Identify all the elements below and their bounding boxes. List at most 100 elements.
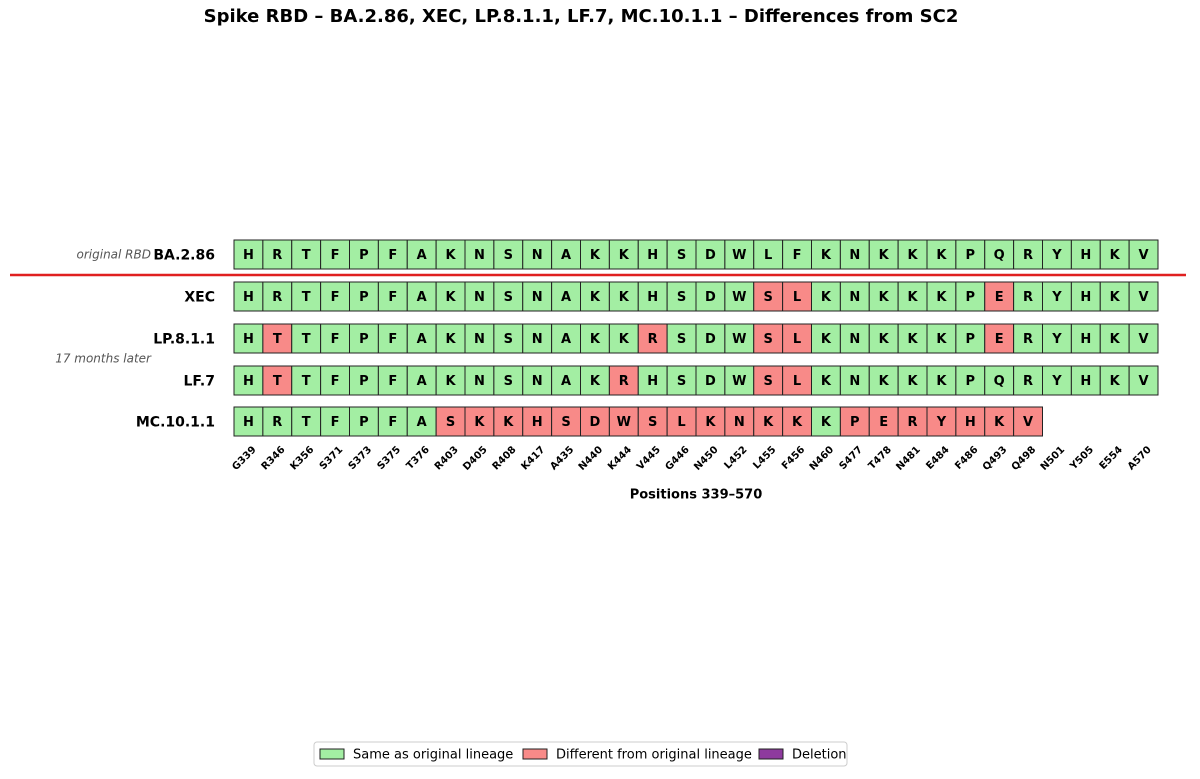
cell [753,365,784,396]
residue: R [1023,374,1033,389]
residue: K [821,290,832,305]
position-label: A435 [548,444,576,472]
position-label: L455 [751,444,778,471]
cell [1128,239,1159,270]
position-label: N501 [1039,444,1067,472]
residue: P [966,290,976,305]
cell [724,365,755,396]
legend-box [313,741,848,767]
cell [984,365,1015,396]
residue: A [561,374,571,389]
residue: W [617,415,631,430]
residue: S [677,332,686,347]
position-label: G339 [230,444,258,472]
residue: K [446,290,457,305]
residue: F [331,374,340,389]
position-label: A570 [1126,444,1154,472]
legend-label: Different from original lineage [556,748,752,763]
cell [753,239,784,270]
residue: Y [1051,248,1062,263]
residue: R [1023,332,1033,347]
residue: S [504,290,513,305]
residue: N [532,248,543,263]
residue: K [908,374,919,389]
position-label: R403 [433,444,461,472]
cell [1128,323,1159,354]
residue: H [1080,248,1091,263]
cell [695,365,726,396]
position-label: K417 [519,444,547,472]
cell [320,281,350,312]
residue: K [936,290,947,305]
residue: K [879,248,890,263]
cell [320,239,350,270]
position-label: Q493 [981,444,1010,473]
row-label: MC.10.1.1 [136,415,215,431]
cell [291,323,322,354]
residue: E [995,290,1004,305]
residue: N [532,374,543,389]
cell [377,239,408,270]
cell [233,239,264,270]
cell [580,406,610,437]
cell [839,365,870,396]
residue: P [966,332,976,347]
cell [1128,365,1159,396]
residue: K [1110,290,1121,305]
residue: K [590,374,601,389]
position-label: F486 [953,444,980,471]
residue: K [994,415,1005,430]
cell [493,281,524,312]
residue: K [936,332,947,347]
cell [984,281,1015,312]
residue: H [243,374,254,389]
residue: L [793,374,801,389]
cell [435,323,466,354]
residue: L [793,290,801,305]
residue: D [705,332,716,347]
cell [493,239,524,270]
cell [897,365,928,396]
cell [377,406,408,437]
residue: P [359,415,369,430]
residue: T [302,415,311,430]
residue: K [1110,374,1121,389]
residue: Y [1051,374,1062,389]
cell [955,323,986,354]
residue: H [647,290,658,305]
residue: T [273,332,282,347]
residue: P [850,415,860,430]
residue: R [648,332,658,347]
residue: H [243,415,254,430]
cell [753,323,784,354]
cell [811,281,841,312]
residue: V [1139,332,1149,347]
residue: S [764,374,773,389]
residue: F [331,415,340,430]
cell [377,323,408,354]
x-axis-label: Positions 339–570 [630,488,763,503]
cell [233,365,264,396]
residue: H [1080,332,1091,347]
residue: H [965,415,976,430]
residue: K [936,248,947,263]
cell [435,365,466,396]
residue: R [908,415,918,430]
position-label: V445 [635,444,663,472]
residue: N [849,374,860,389]
residue: S [504,248,513,263]
cell [666,281,697,312]
residue: A [417,290,427,305]
cell [926,323,957,354]
cell [782,323,812,354]
cell [1042,323,1072,354]
residue: K [908,332,919,347]
cell [926,239,957,270]
cell [724,239,755,270]
position-label: N450 [692,444,720,472]
cell [493,406,524,437]
residue: Y [1051,290,1062,305]
residue: F [793,248,802,263]
cell [522,365,553,396]
residue: A [561,290,571,305]
